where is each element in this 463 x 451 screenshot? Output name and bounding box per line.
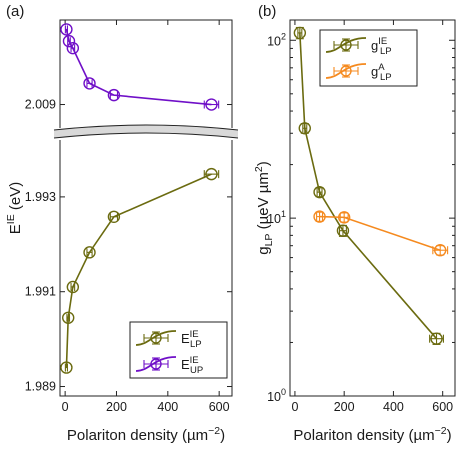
y-axis-title-text: EIE (eV): [5, 182, 24, 234]
data-point: [62, 311, 75, 324]
y-tick-label: 1.993: [25, 190, 56, 204]
legend-swatch-1-marker: [340, 65, 352, 77]
legend-label: gA LP: [371, 62, 392, 83]
legend-label: EIE UP: [181, 355, 203, 376]
legend-label: gIE LP: [371, 36, 392, 57]
data-point: [107, 88, 121, 102]
legend-swatch-1-marker: [150, 358, 162, 370]
panel-b-frame: [289, 19, 456, 397]
data-point: [83, 246, 96, 259]
data-point: [337, 211, 351, 224]
y-tick-label: 1.991: [25, 285, 56, 299]
y-axis-title: EIE (eV): [5, 182, 24, 234]
data-point: [298, 122, 311, 135]
panel-b-legend: gIE LP gA LP: [319, 29, 418, 87]
data-point: [430, 332, 443, 345]
x-tick-label: 200: [106, 400, 127, 414]
data-point: [205, 167, 218, 181]
panel-a-legend: EIE LP EIE UP: [129, 321, 228, 379]
x-tick-label: 200: [334, 400, 355, 414]
data-point: [83, 77, 96, 90]
x-tick-label: 0: [62, 400, 69, 414]
x-axis-title: Polariton density (µm−2): [293, 425, 451, 444]
x-tick-label: 600: [209, 400, 230, 414]
panel-a-frame-lower: [59, 140, 233, 397]
data-point: [313, 210, 326, 223]
x-axis-title: Polariton density (µm−2): [67, 425, 225, 444]
y-axis-title-text: gLP (µeV µm2): [253, 161, 275, 255]
y-tick-label: 102: [267, 31, 286, 48]
data-point: [336, 224, 350, 237]
legend-swatch-0-marker: [340, 39, 352, 51]
y-tick-label: 100: [267, 387, 286, 404]
data-point: [434, 244, 447, 257]
data-point: [62, 34, 76, 48]
data-point: [205, 98, 218, 111]
y-tick-label: 1.989: [25, 380, 56, 394]
x-tick-label: 400: [157, 400, 178, 414]
panel-b-label: (b): [258, 3, 276, 20]
x-tick-label: 600: [432, 400, 453, 414]
data-point: [293, 26, 307, 40]
axis-break-line-bottom: [53, 132, 239, 139]
panel-a-axis-break: [53, 124, 239, 139]
data-point: [60, 361, 73, 374]
axis-break-line-top: [53, 124, 239, 131]
series-line-lp: [65, 173, 212, 368]
data-point: [60, 23, 73, 36]
y-tick-label: 101: [267, 209, 286, 226]
series-line-up: [65, 29, 212, 106]
y-tick-label: 2.009: [25, 98, 56, 112]
x-tick-label: 400: [383, 400, 404, 414]
axis-break-band: [54, 125, 238, 138]
legend-box: [319, 29, 418, 87]
data-point: [313, 185, 326, 199]
y-axis-title: gLP (µeV µm2): [253, 161, 275, 255]
x-tick-label: 0: [291, 400, 298, 414]
data-point: [107, 210, 121, 224]
data-point: [66, 280, 80, 294]
panel-a-label: (a): [6, 3, 24, 20]
data-point: [66, 41, 80, 55]
legend-label: EIE LP: [181, 329, 202, 350]
panel-b: (b) 0 200 400 600 100 101 102 gIE LP gA LP gLP (µeV …: [253, 3, 456, 444]
panel-a-frame-upper: [59, 19, 233, 128]
legend-swatch-0-marker: [150, 332, 162, 344]
